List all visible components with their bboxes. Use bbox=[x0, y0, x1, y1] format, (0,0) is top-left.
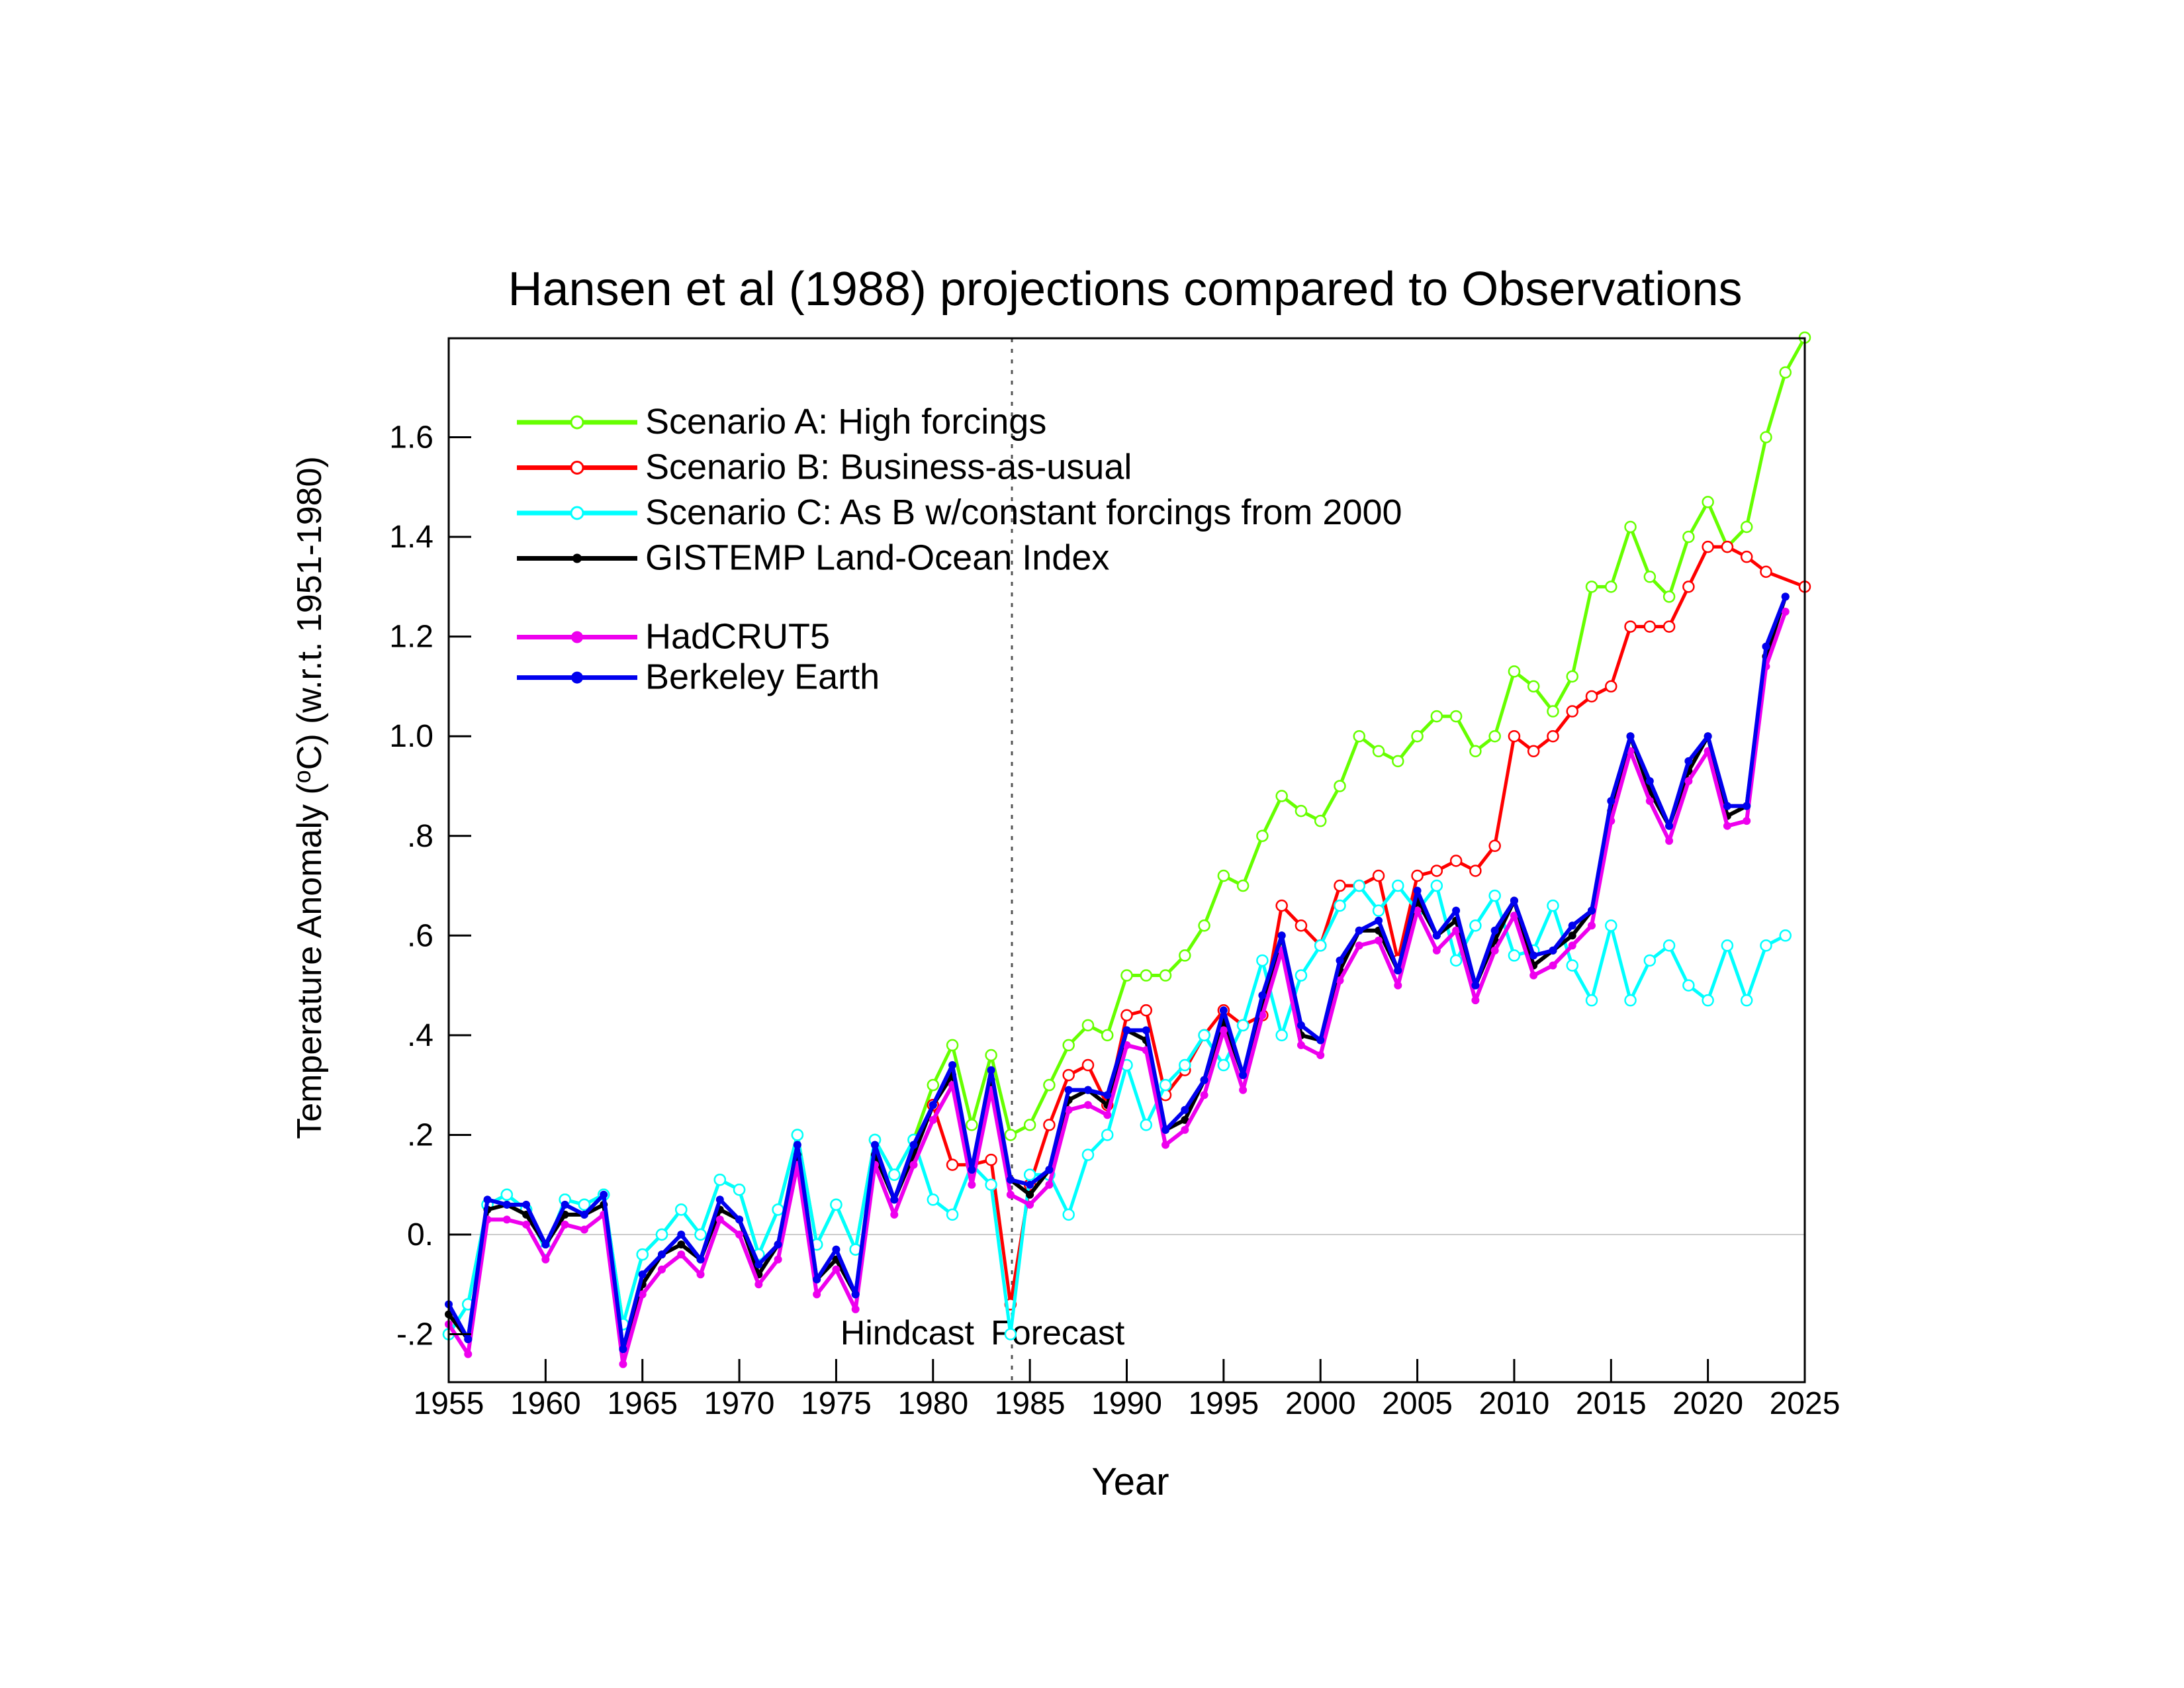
svg-text:1955: 1955 bbox=[414, 1386, 484, 1421]
svg-text:.6: .6 bbox=[407, 918, 433, 953]
svg-text:GISTEMP Land-Ocean Index: GISTEMP Land-Ocean Index bbox=[645, 538, 1109, 578]
svg-text:HadCRUT5: HadCRUT5 bbox=[645, 617, 830, 657]
svg-text:2010: 2010 bbox=[1479, 1386, 1550, 1421]
svg-text:1.2: 1.2 bbox=[389, 620, 433, 655]
svg-text:1980: 1980 bbox=[897, 1386, 968, 1421]
svg-text:1.4: 1.4 bbox=[389, 520, 433, 555]
svg-text:1960: 1960 bbox=[510, 1386, 581, 1421]
svg-text:2025: 2025 bbox=[1770, 1386, 1841, 1421]
svg-text:Scenario B: Business-as-usual: Scenario B: Business-as-usual bbox=[645, 447, 1132, 487]
svg-text:.8: .8 bbox=[407, 819, 433, 854]
svg-text:1970: 1970 bbox=[704, 1386, 775, 1421]
svg-text:1995: 1995 bbox=[1188, 1386, 1259, 1421]
svg-text:Temperature Anomaly (oC) (w.r.: Temperature Anomaly (oC) (w.r.t. 1951-19… bbox=[289, 456, 329, 1139]
svg-text:2015: 2015 bbox=[1576, 1386, 1647, 1421]
svg-text:2005: 2005 bbox=[1382, 1386, 1453, 1421]
svg-text:2000: 2000 bbox=[1285, 1386, 1356, 1421]
svg-text:Hansen et al (1988) projection: Hansen et al (1988) projections compared… bbox=[508, 263, 1742, 316]
svg-text:1.6: 1.6 bbox=[389, 420, 433, 455]
svg-text:Scenario A: High forcings: Scenario A: High forcings bbox=[645, 402, 1046, 442]
svg-text:1.0: 1.0 bbox=[389, 719, 433, 754]
svg-text:0.: 0. bbox=[407, 1217, 433, 1252]
svg-text:Scenario C: As B w/constant fo: Scenario C: As B w/constant forcings fro… bbox=[645, 492, 1402, 532]
svg-text:.2: .2 bbox=[407, 1117, 433, 1152]
svg-text:-.2: -.2 bbox=[396, 1317, 433, 1352]
svg-text:Year: Year bbox=[1091, 1460, 1169, 1503]
svg-text:1990: 1990 bbox=[1091, 1386, 1162, 1421]
svg-text:Berkeley Earth: Berkeley Earth bbox=[645, 657, 880, 697]
svg-text:Hindcast: Hindcast bbox=[841, 1314, 975, 1352]
svg-text:2020: 2020 bbox=[1672, 1386, 1743, 1421]
svg-text:1985: 1985 bbox=[995, 1386, 1066, 1421]
svg-text:1975: 1975 bbox=[801, 1386, 872, 1421]
svg-text:1965: 1965 bbox=[607, 1386, 678, 1421]
svg-text:.4: .4 bbox=[407, 1018, 433, 1053]
